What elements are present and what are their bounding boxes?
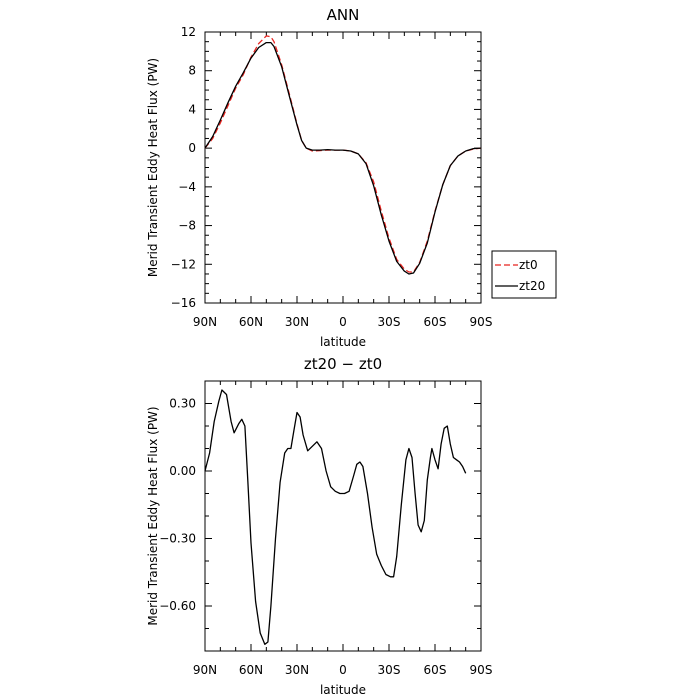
y-tick-label: 12 — [181, 25, 196, 39]
chart-panel-2: zt20 − zt0 90N 60N 30N 0 30S 60S 90S −0.60 −0.30 0… — [146, 355, 492, 697]
plot-frame — [204, 31, 482, 304]
chart-title: ANN — [327, 6, 360, 24]
legend-label-zt0: zt0 — [519, 258, 538, 272]
x-axis-label: latitude — [320, 683, 366, 697]
x-tick-label: 90S — [470, 315, 493, 329]
y-tick-label: 0 — [188, 141, 196, 155]
x-tick-label: 90N — [193, 663, 217, 677]
x-tick-label: 0 — [339, 663, 347, 677]
x-tick-label: 60N — [239, 315, 263, 329]
y-axis-label: Merid Transient Eddy Heat Flux (PW) — [146, 406, 160, 625]
y-tick-label: −4 — [178, 180, 196, 194]
plot-frame — [204, 380, 482, 652]
y-tick-label: 4 — [188, 102, 196, 116]
x-tick-label: 60S — [424, 315, 447, 329]
legend: zt0 zt20 — [491, 250, 557, 299]
y-tick-label: −0.60 — [159, 599, 196, 613]
x-axis-label: latitude — [320, 335, 366, 349]
y-axis-label: Merid Transient Eddy Heat Flux (PW) — [146, 58, 160, 277]
x-tick-label: 60N — [239, 663, 263, 677]
series-line-zt20 — [204, 41, 482, 275]
y-tick-label: 0.00 — [169, 464, 196, 478]
x-tick-label: 30S — [378, 663, 401, 677]
chart-title: zt20 − zt0 — [304, 355, 382, 373]
legend-label-zt20: zt20 — [519, 279, 545, 293]
x-tick-label: 30N — [285, 315, 309, 329]
y-tick-label: −12 — [171, 257, 196, 271]
y-tick-label: −16 — [171, 296, 196, 310]
y-tick-label: −0.30 — [159, 532, 196, 546]
legend-box — [491, 250, 557, 299]
chart-panel-1: ANN 90N 60N 30N 0 30S 60S 90S −16 −12 −8 −4 0 4 8 12 lat… — [146, 6, 557, 349]
y-tick-label: 8 — [188, 64, 196, 78]
series-line-2-0 — [204, 389, 467, 645]
x-tick-label: 90N — [193, 315, 217, 329]
x-tick-label: 60S — [424, 663, 447, 677]
series-line-zt0 — [204, 35, 482, 273]
x-tick-label: 30N — [285, 663, 309, 677]
x-tick-label: 0 — [339, 315, 347, 329]
y-tick-label: −8 — [178, 219, 196, 233]
x-tick-label: 30S — [378, 315, 401, 329]
y-tick-label: 0.30 — [169, 397, 196, 411]
x-tick-label: 90S — [470, 663, 493, 677]
